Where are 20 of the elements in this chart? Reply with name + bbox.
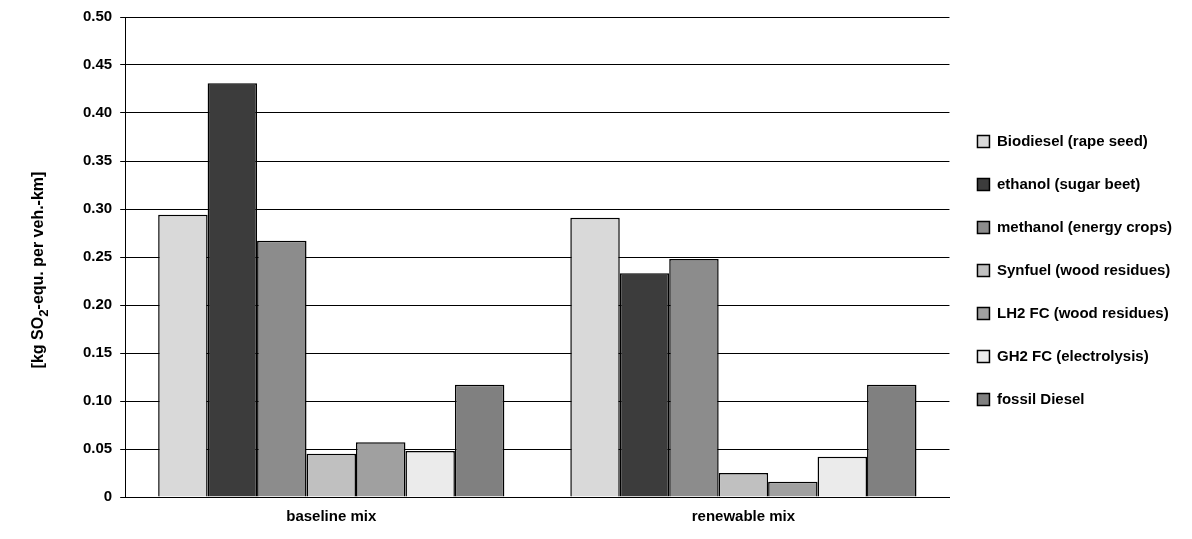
legend-label: fossil Diesel bbox=[996, 389, 1085, 407]
y-tick-label: 0.45 bbox=[82, 55, 113, 73]
legend-label: ethanol (sugar beet) bbox=[996, 174, 1141, 192]
y-tick-label: 0.35 bbox=[82, 151, 113, 169]
y-tick-label: 0.20 bbox=[82, 295, 113, 313]
y-tick-label: 0.05 bbox=[82, 439, 113, 457]
y-tick-label: 0.30 bbox=[82, 199, 113, 217]
x-tick-label: baseline mix bbox=[286, 507, 377, 525]
y-tick-label: 0.40 bbox=[82, 103, 113, 121]
legend-label: methanol (energy crops) bbox=[996, 217, 1173, 235]
y-tick-label: 0.15 bbox=[82, 343, 113, 361]
legend-label: Synfuel (wood residues) bbox=[996, 260, 1171, 278]
legend-label: GH2 FC (electrolysis) bbox=[996, 346, 1149, 364]
y-tick-label: 0.50 bbox=[82, 7, 113, 25]
x-tick-label: renewable mix bbox=[691, 507, 796, 525]
y-tick-label: 0 bbox=[103, 487, 113, 505]
legend-label: Biodiesel (rape seed) bbox=[996, 131, 1148, 149]
legend-label: LH2 FC (wood residues) bbox=[996, 303, 1169, 321]
y-tick-label: 0.10 bbox=[82, 391, 113, 409]
y-tick-label: 0.25 bbox=[82, 247, 113, 265]
